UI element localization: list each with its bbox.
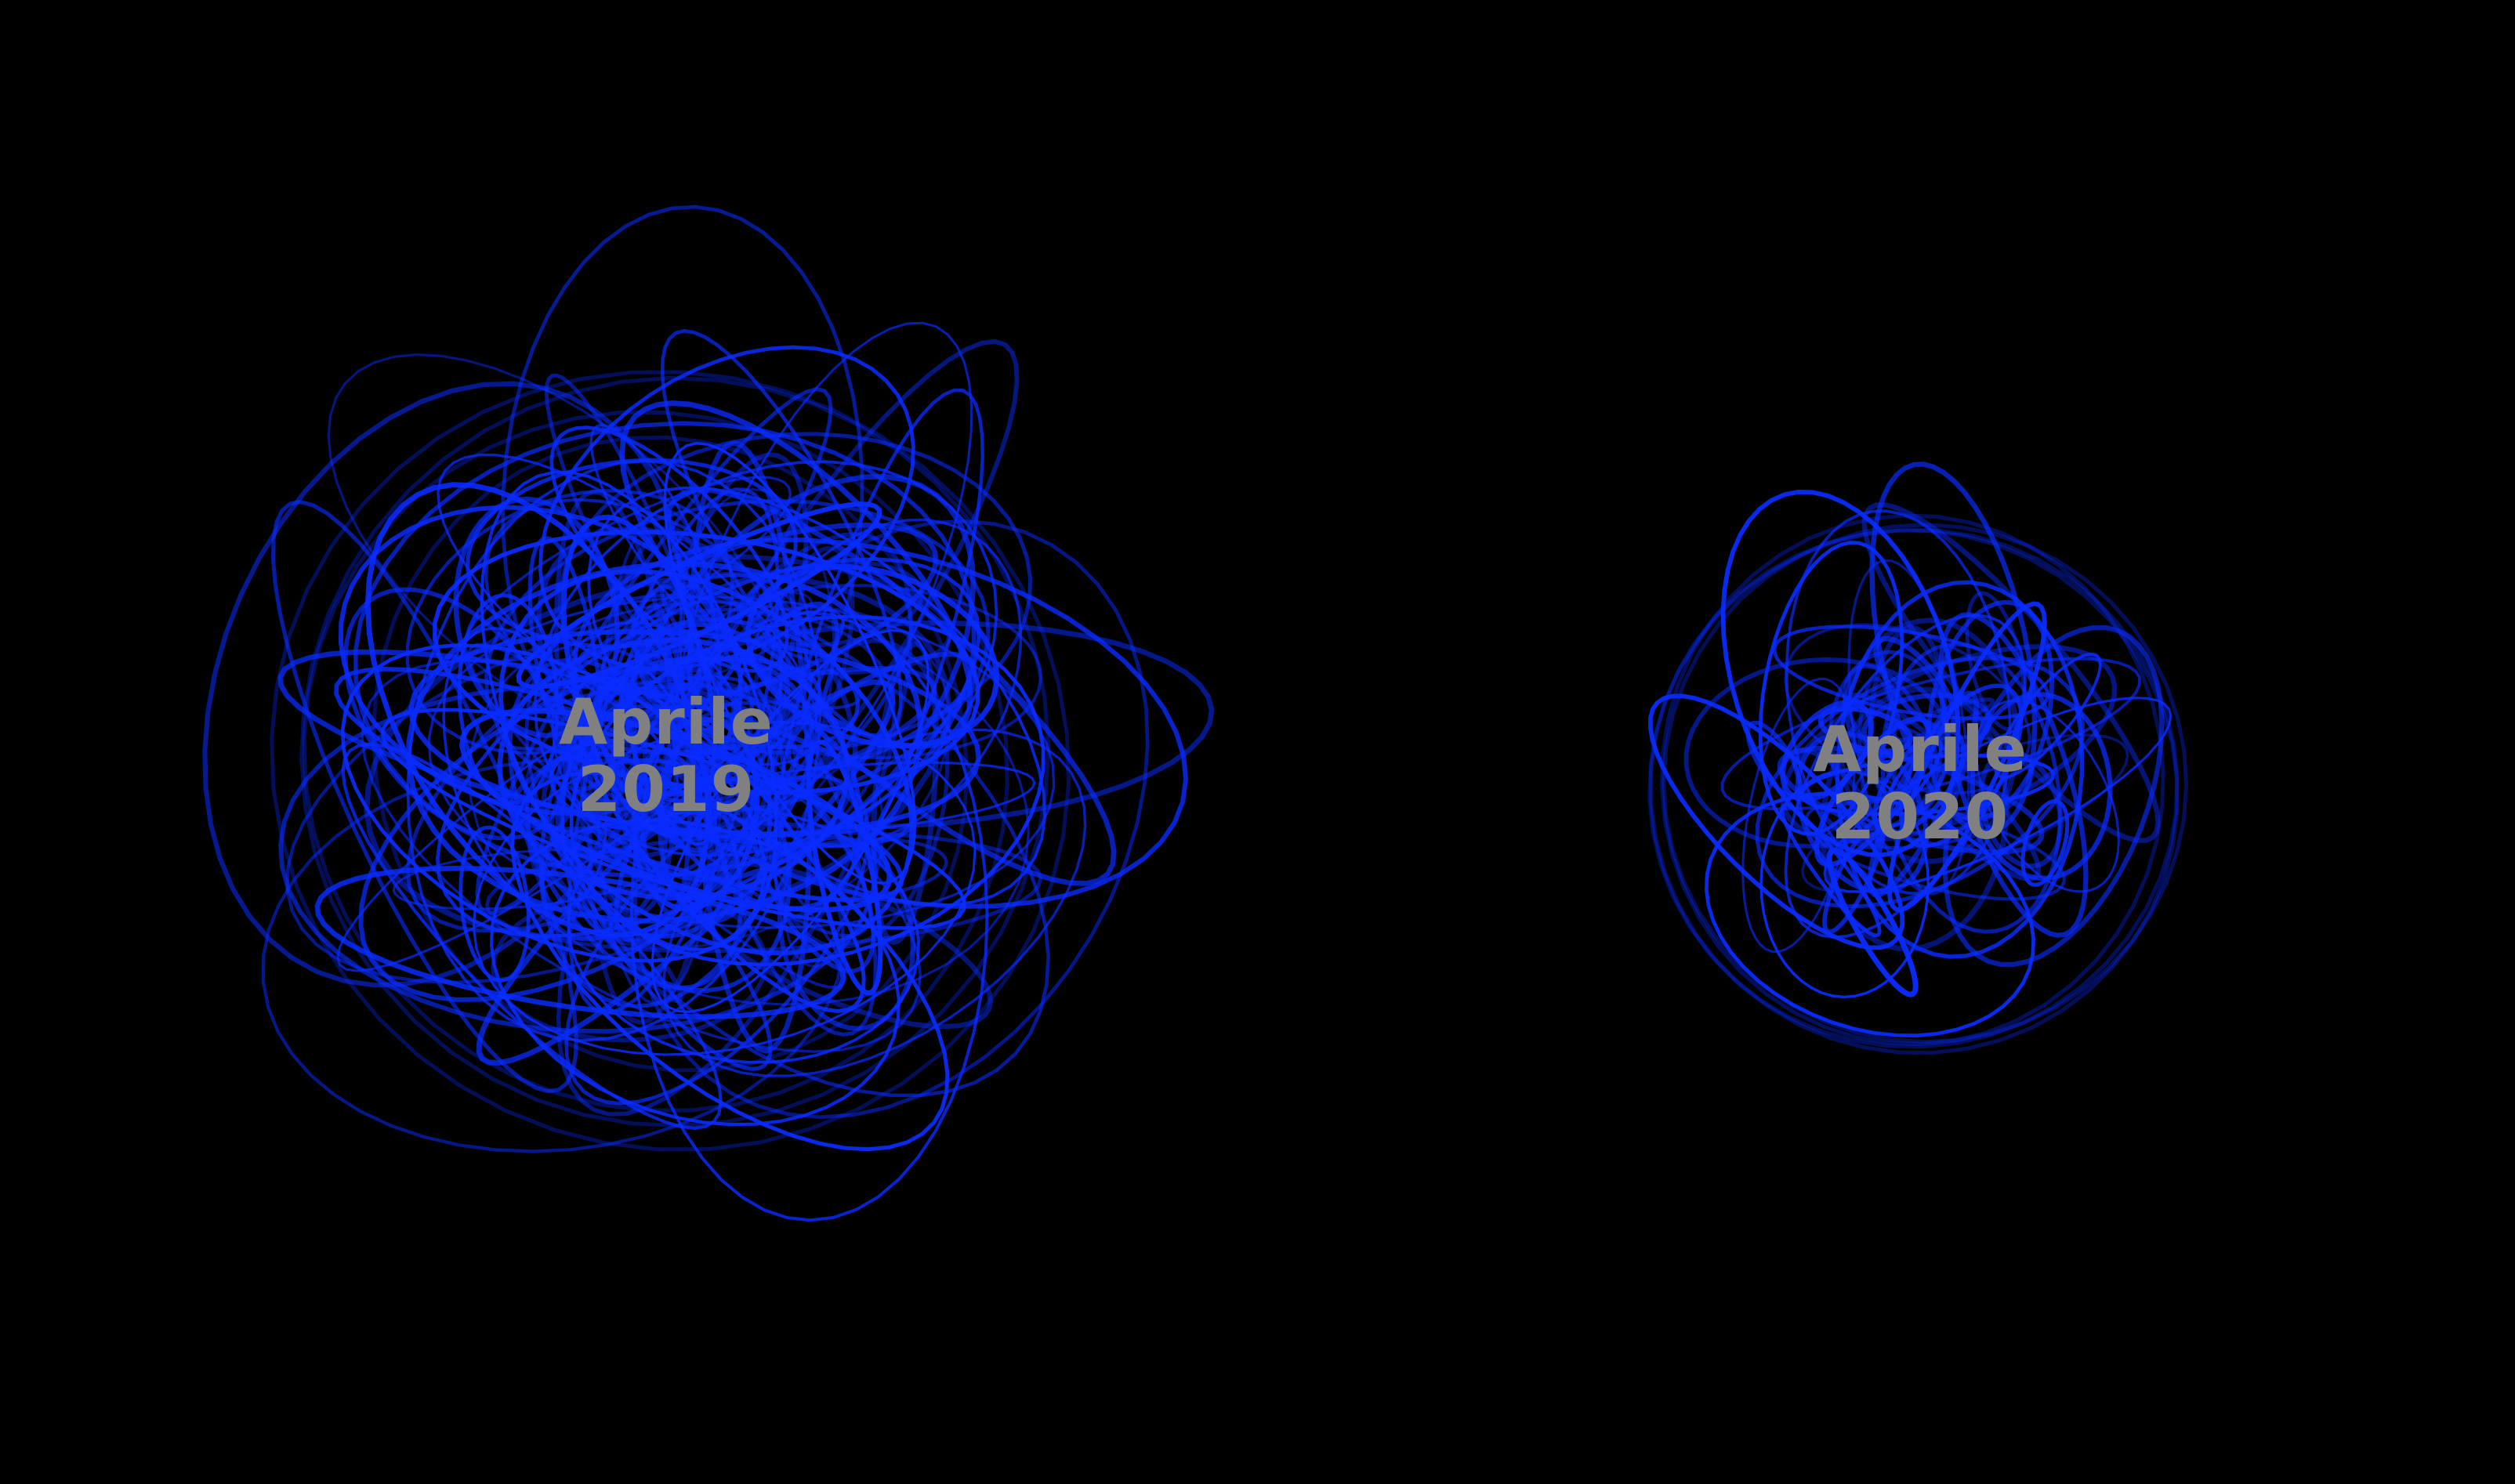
scribble-loop <box>1784 623 2031 795</box>
scribble-loop <box>1804 799 2066 901</box>
scribble-loop <box>381 708 966 930</box>
scribble-ring <box>1649 528 2180 1055</box>
cluster-aprile-2020: Aprile 2020 <box>1536 439 2304 1128</box>
scribble-loop <box>467 600 1030 1006</box>
scribble-loop <box>358 655 815 1002</box>
scribble-loop <box>1937 612 2089 938</box>
scribble-loop <box>458 825 531 983</box>
loop-scribble-2020 <box>1647 461 2189 1055</box>
scribble-loop <box>556 531 914 1117</box>
scribble-loop <box>467 642 847 990</box>
scribble-loop <box>1823 697 2173 893</box>
scribble-loop <box>1822 818 1886 935</box>
cluster-label-2020: Aprile 2020 <box>1813 716 2028 851</box>
cluster-label-year: 2020 <box>1831 780 2009 853</box>
scribble-loop <box>543 843 683 1004</box>
scribble-loop <box>498 569 915 956</box>
scribble-loop <box>650 629 930 1013</box>
scribble-loop <box>663 441 916 885</box>
scribble-loop <box>202 381 686 988</box>
scribble-loop <box>575 657 823 755</box>
scribble-loop <box>1758 541 1904 836</box>
cluster-aprile-2019: Aprile 2019 <box>157 205 1215 1277</box>
scribble-loop <box>665 487 1117 886</box>
scribble-loop <box>1817 705 1913 755</box>
scribble-loop <box>327 353 783 757</box>
scribble-ring <box>270 370 1071 1152</box>
scribble-loop <box>1942 624 2165 968</box>
scribble-loop <box>524 751 729 939</box>
scribble-loop <box>364 482 712 938</box>
scribble-loop <box>341 742 723 1130</box>
cluster-label-month: Aprile <box>559 686 774 758</box>
scribble-loop <box>364 571 951 941</box>
cluster-label-year: 2019 <box>577 753 756 826</box>
scribble-loop <box>1978 749 2064 869</box>
scribble-loop <box>1883 738 1944 817</box>
scribble-loop <box>1820 686 2009 952</box>
scribble-loop <box>766 639 950 950</box>
scribble-loop <box>433 530 980 795</box>
scribble-loop <box>683 860 994 1030</box>
scribble-loop <box>1780 700 1874 802</box>
cluster-label-month: Aprile <box>1813 713 2028 786</box>
scribble-loop <box>1785 509 2012 895</box>
scribble-loop <box>574 828 773 1071</box>
cluster-label-2019: Aprile 2019 <box>559 689 774 823</box>
scribble-loop <box>1842 664 1941 812</box>
loop-scribble-2019 <box>202 205 1215 1222</box>
scribble-loop <box>463 476 792 664</box>
scribble-loop <box>538 345 915 671</box>
scribble-loop <box>1869 461 2038 834</box>
scribble-loop <box>261 757 845 1153</box>
scribble-loop <box>534 522 939 717</box>
scribble-loop <box>1777 745 2045 855</box>
scribble-ring <box>1647 527 2180 1049</box>
scribble-loop <box>270 499 578 1094</box>
scribble-loop <box>558 668 834 786</box>
scribble-loop <box>1799 754 2056 816</box>
scribble-loop <box>1741 677 1857 954</box>
scribble-loop <box>340 643 766 963</box>
scribble-loop <box>476 679 896 1066</box>
scribble-loop <box>1970 692 2113 881</box>
scribble-ring <box>1662 523 2189 1044</box>
scribble-loop <box>1755 656 2086 909</box>
scribble-loop <box>871 641 939 946</box>
scribble-loop <box>1872 728 1966 838</box>
